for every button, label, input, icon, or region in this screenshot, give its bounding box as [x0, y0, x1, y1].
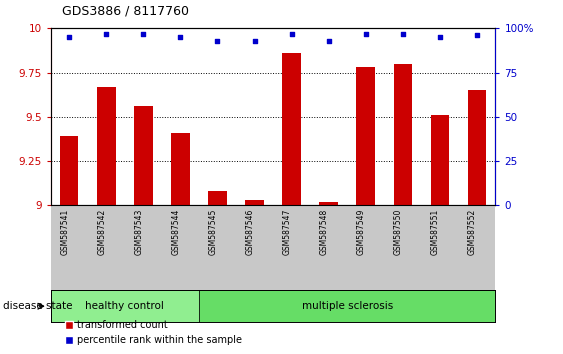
Point: [65, 34, 74, 40]
Bar: [356, 67, 375, 205]
Point: [250, 38, 259, 44]
Bar: [208, 191, 227, 205]
Text: GSM587542: GSM587542: [97, 209, 106, 255]
Text: GSM587549: GSM587549: [357, 209, 366, 255]
Text: GDS3886 / 8117760: GDS3886 / 8117760: [62, 5, 189, 18]
Bar: [468, 90, 486, 205]
Legend: transformed count, percentile rank within the sample: transformed count, percentile rank withi…: [61, 316, 245, 349]
Text: GSM587545: GSM587545: [208, 209, 217, 255]
Bar: [51, 290, 199, 322]
Point: [435, 34, 444, 40]
Bar: [171, 133, 190, 205]
Bar: [134, 106, 153, 205]
Bar: [394, 64, 412, 205]
Bar: [245, 200, 264, 205]
Bar: [199, 290, 495, 322]
Text: GSM587541: GSM587541: [60, 209, 69, 255]
Bar: [97, 87, 115, 205]
Bar: [319, 202, 338, 205]
Point: [102, 31, 111, 36]
Text: GSM587543: GSM587543: [135, 209, 144, 255]
Text: GSM587551: GSM587551: [431, 209, 440, 255]
Point: [472, 33, 481, 38]
Point: [213, 38, 222, 44]
Bar: [60, 136, 78, 205]
Text: multiple sclerosis: multiple sclerosis: [302, 301, 393, 311]
Text: disease state: disease state: [3, 301, 72, 311]
Point: [287, 31, 296, 36]
Text: GSM587548: GSM587548: [320, 209, 329, 255]
Text: GSM587547: GSM587547: [283, 209, 292, 255]
Point: [398, 31, 407, 36]
Text: GSM587552: GSM587552: [468, 209, 477, 255]
Text: GSM587544: GSM587544: [171, 209, 180, 255]
Text: GSM587546: GSM587546: [245, 209, 254, 255]
Point: [324, 38, 333, 44]
Point: [361, 31, 370, 36]
Text: healthy control: healthy control: [86, 301, 164, 311]
Text: GSM587550: GSM587550: [394, 209, 403, 255]
Point: [139, 31, 148, 36]
Bar: [282, 53, 301, 205]
Bar: [431, 115, 449, 205]
Point: [176, 34, 185, 40]
